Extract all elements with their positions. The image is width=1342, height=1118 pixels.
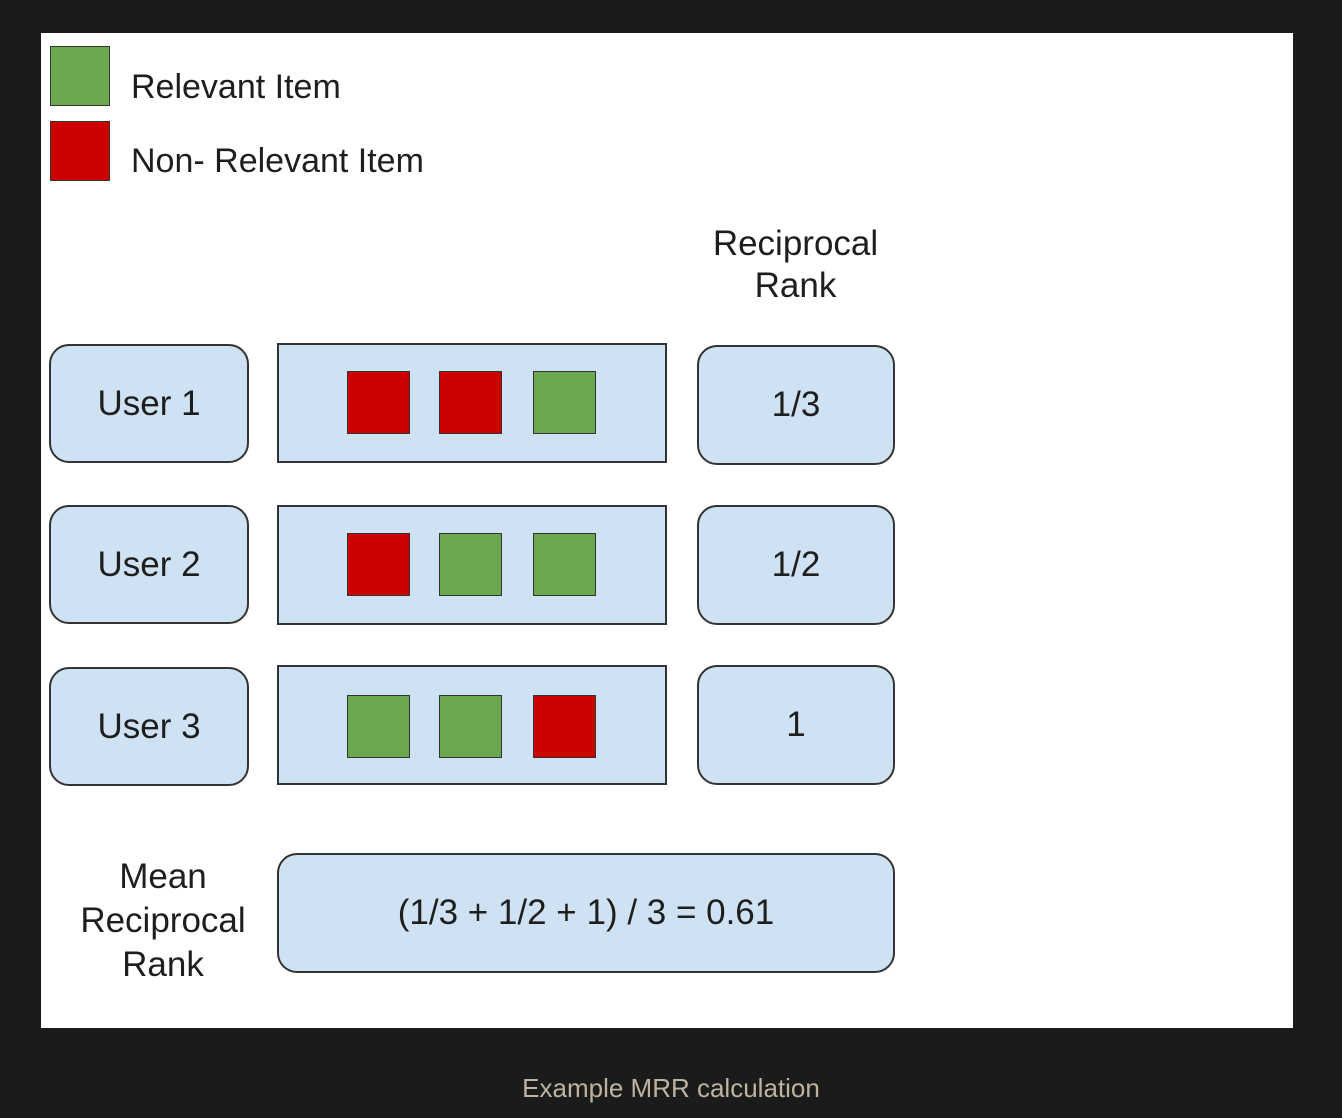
mrr-formula-box: (1/3 + 1/2 + 1) / 3 = 0.61: [277, 853, 895, 973]
user-2-items-box: [277, 505, 667, 625]
reciprocal-rank-header-line2: Rank: [754, 266, 837, 305]
figure-caption: Example MRR calculation: [522, 1073, 820, 1103]
user-1-item-3: [533, 371, 596, 434]
user-1-reciprocal-rank: 1/3: [771, 385, 821, 424]
mrr-formula: (1/3 + 1/2 + 1) / 3 = 0.61: [397, 893, 775, 932]
user-3-items-box: [277, 665, 667, 785]
user-1-items-box: [277, 343, 667, 463]
user-1-item-2: [439, 371, 502, 434]
mrr-label-line3: Rank: [122, 945, 204, 984]
reciprocal-rank-header: Reciprocal Rank: [697, 223, 894, 307]
mrr-label-line2: Reciprocal: [80, 901, 246, 940]
user-3-reciprocal-rank-box: 1: [697, 665, 895, 785]
diagram-canvas: Relevant Item Non- Relevant Item Recipro…: [41, 33, 1293, 1028]
user-2-item-3: [533, 533, 596, 596]
user-2-label-box: User 2: [49, 505, 249, 624]
legend-non-relevant-swatch: [50, 121, 110, 181]
user-2-item-2: [439, 533, 502, 596]
mrr-label: Mean Reciprocal Rank: [63, 855, 263, 987]
user-1-label: User 1: [97, 383, 201, 423]
user-2-reciprocal-rank-box: 1/2: [697, 505, 895, 625]
user-3-item-1: [347, 695, 410, 758]
user-1-label-box: User 1: [49, 344, 249, 463]
reciprocal-rank-header-line1: Reciprocal: [712, 224, 879, 263]
user-1-item-1: [347, 371, 410, 434]
user-3-item-3: [533, 695, 596, 758]
user-3-label-box: User 3: [49, 667, 249, 786]
user-2-item-1: [347, 533, 410, 596]
user-2-label: User 2: [97, 544, 201, 584]
user-1-reciprocal-rank-box: 1/3: [697, 345, 895, 465]
mrr-label-line1: Mean: [119, 857, 207, 896]
legend-relevant-label: Relevant Item: [131, 68, 341, 106]
legend-relevant-swatch: [50, 46, 110, 106]
legend-non-relevant-label: Non- Relevant Item: [131, 142, 424, 180]
user-2-reciprocal-rank: 1/2: [771, 545, 821, 584]
user-3-label: User 3: [97, 706, 201, 746]
user-3-reciprocal-rank: 1: [786, 705, 806, 744]
user-3-item-2: [439, 695, 502, 758]
